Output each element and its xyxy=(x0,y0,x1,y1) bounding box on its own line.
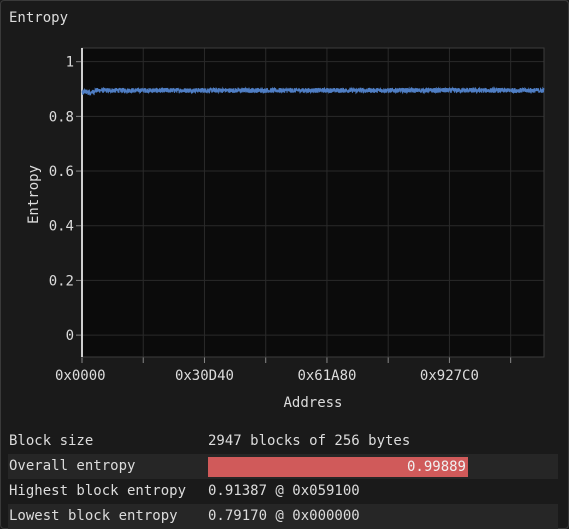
stat-row-block-size: Block size 2947 blocks of 256 bytes xyxy=(8,429,558,454)
lowest-entropy-value: 0.79170 @ 0x000000 xyxy=(208,508,360,524)
y-tick-label: 0.4 xyxy=(49,219,74,235)
overall-entropy-value: 0.99889 xyxy=(406,459,466,475)
x-axis-label: Address xyxy=(283,395,342,411)
x-tick-label: 0x61A80 xyxy=(297,368,356,384)
y-axis-label: Entropy xyxy=(26,165,42,224)
y-tick-label: 0.2 xyxy=(49,273,74,289)
plot-area xyxy=(82,48,544,357)
overall-entropy-bar: 0.99889 xyxy=(208,457,468,477)
x-tick-label: 0x0000 xyxy=(55,368,106,384)
overall-entropy-bar-fill xyxy=(208,457,468,477)
entropy-chart-svg[interactable]: 1 0.8 0.6 0.4 0.2 0 0x0000 0x30D40 0x61A80 0x927C… xyxy=(0,40,569,415)
block-size-value: 2947 blocks of 256 bytes xyxy=(208,433,411,449)
y-tick-label: 0 xyxy=(66,328,74,344)
x-tick-label: 0x927C0 xyxy=(420,368,479,384)
stat-row-lowest-entropy: Lowest block entropy 0.79170 @ 0x000000 xyxy=(8,504,558,529)
x-tick-label: 0x30D40 xyxy=(175,368,234,384)
stats-table: Block size 2947 blocks of 256 bytes Over… xyxy=(8,429,558,529)
y-tick-label: 0.6 xyxy=(49,164,74,180)
lowest-entropy-label: Lowest block entropy xyxy=(9,508,178,524)
block-size-label: Block size xyxy=(9,433,94,449)
highest-entropy-label: Highest block entropy xyxy=(9,483,187,499)
panel-title: Entropy xyxy=(9,10,69,26)
y-tick-label: 1 xyxy=(66,55,74,71)
stat-row-overall-entropy: Overall entropy 0.99889 xyxy=(8,454,558,479)
highest-entropy-value: 0.91387 @ 0x059100 xyxy=(208,483,360,499)
y-tick-label: 0.8 xyxy=(49,109,74,125)
stat-row-highest-entropy: Highest block entropy 0.91387 @ 0x059100 xyxy=(8,479,558,504)
overall-entropy-label: Overall entropy xyxy=(9,458,136,474)
entropy-series-line xyxy=(81,86,545,96)
entropy-chart[interactable]: 1 0.8 0.6 0.4 0.2 0 0x0000 0x30D40 0x61A80 0x927C… xyxy=(0,40,569,415)
